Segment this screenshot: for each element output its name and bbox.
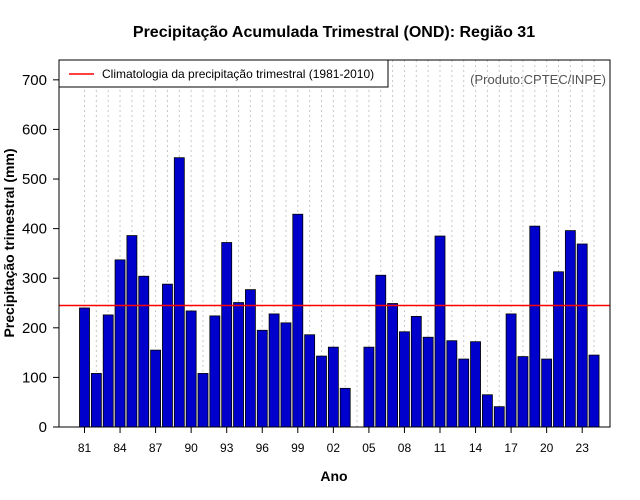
bar bbox=[79, 307, 90, 428]
bar bbox=[138, 275, 150, 428]
x-tick-label: 20 bbox=[540, 441, 554, 455]
bar bbox=[316, 355, 327, 428]
bar bbox=[185, 310, 197, 428]
credit-text: (Produto:CPTEC/INPE) bbox=[470, 72, 606, 87]
y-tick-label: 0 bbox=[39, 419, 47, 436]
bar bbox=[422, 336, 434, 428]
x-tick-label: 93 bbox=[220, 441, 234, 455]
bar bbox=[256, 329, 268, 428]
x-axis-title: Ano bbox=[320, 468, 347, 484]
bar bbox=[102, 314, 114, 428]
bar bbox=[197, 373, 209, 428]
bar bbox=[375, 274, 387, 428]
x-tick-label: 81 bbox=[78, 441, 92, 455]
x-tick-label: 08 bbox=[398, 441, 412, 455]
y-tick-label: 200 bbox=[22, 320, 47, 337]
legend-label: Climatologia da precipitação trimestral … bbox=[102, 67, 374, 81]
bar bbox=[292, 213, 304, 428]
bar bbox=[517, 356, 529, 428]
x-tick-label: 87 bbox=[149, 441, 163, 455]
y-tick-label: 600 bbox=[22, 121, 47, 138]
bar bbox=[505, 313, 517, 428]
bar bbox=[399, 331, 410, 428]
bar bbox=[481, 394, 493, 428]
bar bbox=[470, 341, 481, 428]
bar bbox=[233, 302, 244, 428]
chart-title: Precipitação Acumulada Trimestral (OND):… bbox=[133, 24, 535, 41]
bar bbox=[363, 346, 375, 428]
bar bbox=[446, 340, 458, 428]
x-tick-label: 84 bbox=[113, 441, 127, 455]
bar bbox=[221, 242, 233, 428]
bar bbox=[553, 271, 564, 428]
x-tick-label: 90 bbox=[184, 441, 198, 455]
bar bbox=[434, 235, 446, 428]
bar bbox=[529, 225, 541, 428]
y-axis-title: Precipitação trimestral (mm) bbox=[1, 148, 17, 337]
bar bbox=[209, 315, 221, 428]
bar bbox=[114, 259, 126, 428]
bar bbox=[280, 322, 292, 428]
bar bbox=[410, 316, 422, 428]
bar bbox=[327, 346, 339, 428]
x-tick-label: 17 bbox=[504, 441, 518, 455]
bar bbox=[304, 334, 316, 428]
bar bbox=[339, 387, 351, 428]
legend: Climatologia da precipitação trimestral … bbox=[58, 59, 389, 88]
y-tick-label: 100 bbox=[22, 369, 47, 386]
x-tick-label: 96 bbox=[256, 441, 270, 455]
bar bbox=[150, 349, 162, 428]
x-tick-label: 11 bbox=[434, 441, 447, 455]
bar bbox=[541, 358, 553, 428]
legend-box bbox=[58, 59, 389, 88]
bar bbox=[90, 373, 102, 428]
bar bbox=[268, 313, 280, 428]
bar bbox=[493, 406, 505, 428]
bar bbox=[576, 243, 588, 428]
x-tick-label: 02 bbox=[327, 441, 341, 455]
x-tick-label: 23 bbox=[576, 441, 590, 455]
x-axis: 81 84 87 90 93 96 99 02 05 08 11 14 17 20 23 bbox=[78, 427, 589, 455]
bar bbox=[126, 235, 138, 428]
y-axis: 0 100 200 300 400 500 600 700 bbox=[22, 72, 59, 436]
bar bbox=[564, 230, 576, 428]
bar bbox=[244, 289, 256, 428]
bar bbox=[458, 358, 470, 428]
x-tick-label: 99 bbox=[291, 441, 305, 455]
x-tick-label: 05 bbox=[362, 441, 376, 455]
y-tick-label: 400 bbox=[22, 221, 47, 238]
bars bbox=[79, 157, 600, 428]
x-tick-label: 14 bbox=[469, 441, 483, 455]
y-tick-label: 300 bbox=[22, 270, 47, 287]
y-tick-label: 500 bbox=[22, 171, 47, 188]
y-tick-label: 700 bbox=[22, 72, 47, 89]
bar bbox=[173, 157, 185, 428]
bar bbox=[387, 303, 399, 428]
bar bbox=[588, 354, 600, 428]
